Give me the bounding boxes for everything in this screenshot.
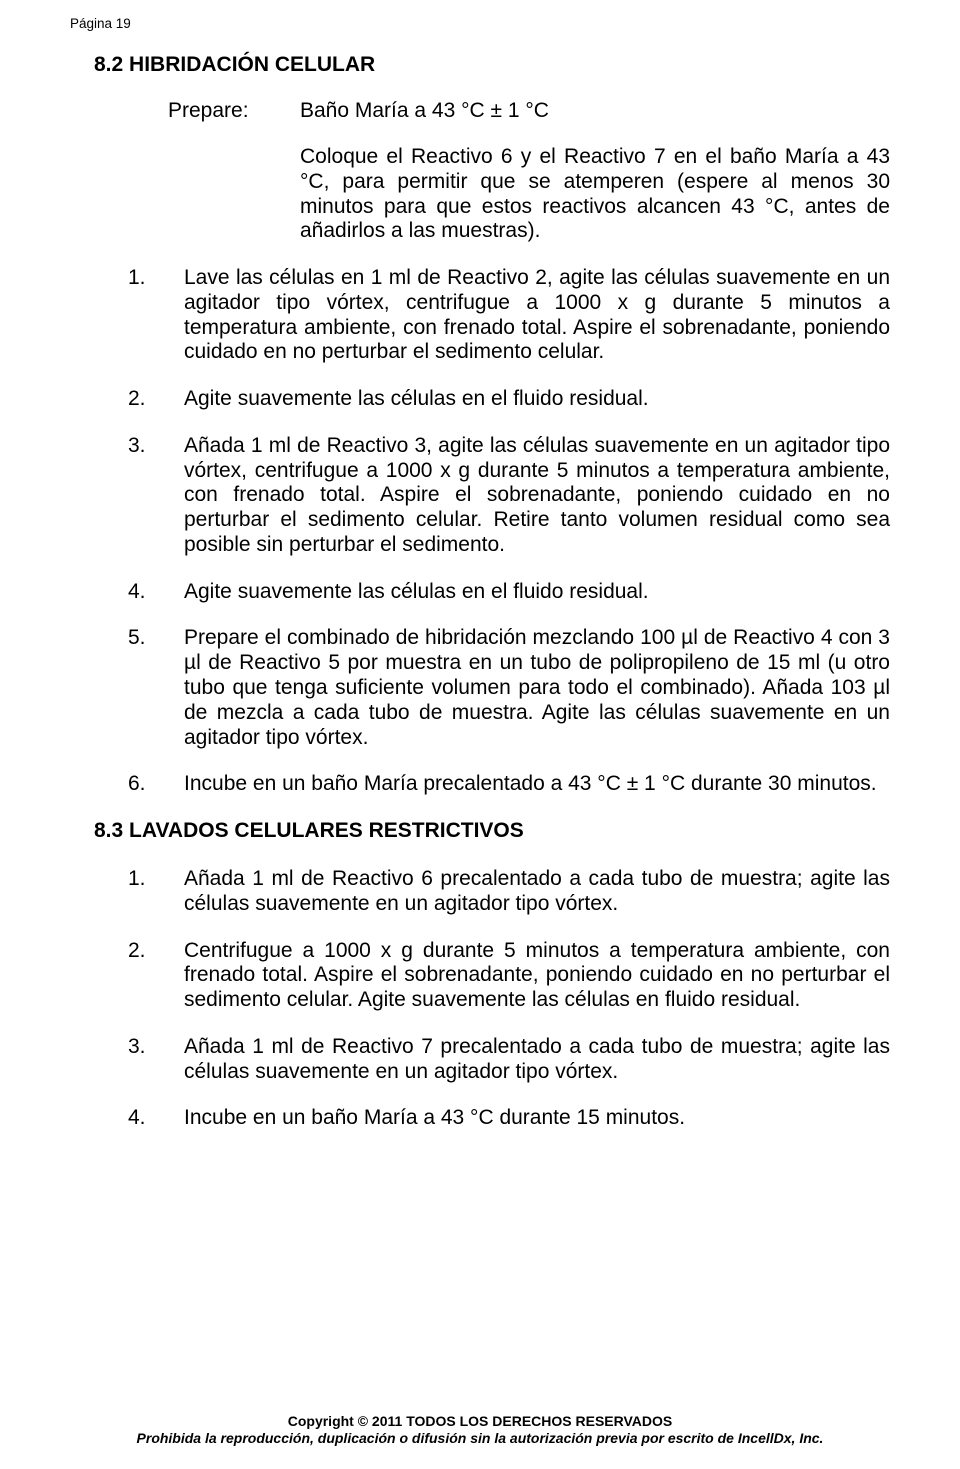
list-item: 5. Prepare el combinado de hibridación m…: [128, 626, 890, 750]
list-item: 3. Añada 1 ml de Reactivo 7 precalentado…: [128, 1035, 890, 1085]
list-item: 4. Agite suavemente las células en el fl…: [128, 580, 890, 605]
step-text: Lave las células en 1 ml de Reactivo 2, …: [184, 266, 890, 365]
step-number: 2.: [128, 387, 184, 412]
prepare-value: Baño María a 43 °C ± 1 °C: [300, 99, 549, 123]
step-number: 5.: [128, 626, 184, 750]
step-text: Centrifugue a 1000 x g durante 5 minutos…: [184, 939, 890, 1013]
step-text: Agite suavemente las células en el fluid…: [184, 387, 890, 412]
step-number: 3.: [128, 434, 184, 558]
footer-copyright: Copyright © 2011 TODOS LOS DERECHOS RESE…: [70, 1413, 890, 1430]
document-page: Página 19 8.2 HIBRIDACIÓN CELULAR Prepar…: [0, 0, 960, 1469]
prepare-label: Prepare:: [168, 99, 300, 123]
footer: Copyright © 2011 TODOS LOS DERECHOS RESE…: [70, 1413, 890, 1447]
list-item: 3. Añada 1 ml de Reactivo 3, agite las c…: [128, 434, 890, 558]
list-item: 6. Incube en un baño María precalentado …: [128, 772, 890, 797]
section-8-2-steps: 1. Lave las células en 1 ml de Reactivo …: [128, 266, 890, 797]
step-text: Agite suavemente las células en el fluid…: [184, 580, 890, 605]
prepare-block: Prepare: Baño María a 43 °C ± 1 °C: [168, 99, 890, 123]
list-item: 2. Agite suavemente las células en el fl…: [128, 387, 890, 412]
step-text: Añada 1 ml de Reactivo 3, agite las célu…: [184, 434, 890, 558]
step-number: 1.: [128, 867, 184, 917]
page-number: Página 19: [70, 16, 890, 31]
list-item: 4. Incube en un baño María a 43 °C duran…: [128, 1106, 890, 1131]
section-8-2-title: 8.2 HIBRIDACIÓN CELULAR: [94, 53, 890, 77]
step-text: Incube en un baño María a 43 °C durante …: [184, 1106, 890, 1131]
footer-restriction: Prohibida la reproducción, duplicación o…: [70, 1430, 890, 1447]
step-number: 3.: [128, 1035, 184, 1085]
list-item: 2. Centrifugue a 1000 x g durante 5 minu…: [128, 939, 890, 1013]
section-8-3-steps: 1. Añada 1 ml de Reactivo 6 precalentado…: [128, 867, 890, 1131]
step-number: 2.: [128, 939, 184, 1013]
step-text: Incube en un baño María precalentado a 4…: [184, 772, 890, 797]
step-text: Prepare el combinado de hibridación mezc…: [184, 626, 890, 750]
step-text: Añada 1 ml de Reactivo 6 precalentado a …: [184, 867, 890, 917]
prepare-paragraph: Coloque el Reactivo 6 y el Reactivo 7 en…: [300, 145, 890, 244]
step-number: 6.: [128, 772, 184, 797]
step-number: 4.: [128, 1106, 184, 1131]
list-item: 1. Lave las células en 1 ml de Reactivo …: [128, 266, 890, 365]
step-text: Añada 1 ml de Reactivo 7 precalentado a …: [184, 1035, 890, 1085]
section-8-3-title: 8.3 LAVADOS CELULARES RESTRICTIVOS: [94, 819, 890, 843]
step-number: 4.: [128, 580, 184, 605]
list-item: 1. Añada 1 ml de Reactivo 6 precalentado…: [128, 867, 890, 917]
step-number: 1.: [128, 266, 184, 365]
